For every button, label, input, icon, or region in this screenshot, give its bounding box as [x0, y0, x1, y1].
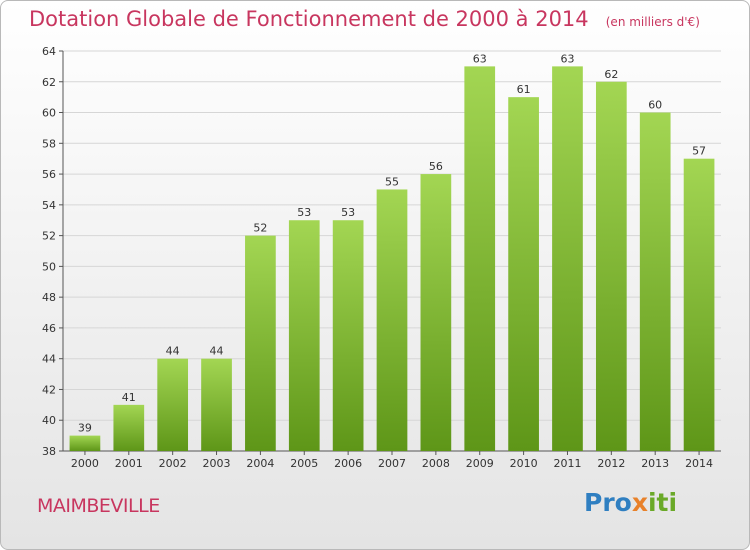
x-tick-label-2002: 2002 — [159, 457, 187, 470]
bar-2009 — [464, 66, 496, 451]
bar-2007 — [376, 189, 408, 451]
y-tick-label: 46 — [42, 322, 56, 335]
value-label-2004: 52 — [253, 222, 267, 235]
value-label-2000: 39 — [78, 422, 92, 435]
y-tick-label: 58 — [42, 137, 56, 150]
y-tick-label: 44 — [42, 353, 56, 366]
y-tick-label: 48 — [42, 291, 56, 304]
value-label-2008: 56 — [429, 160, 443, 173]
y-tick-label: 64 — [42, 45, 56, 58]
x-tick-label-2000: 2000 — [71, 457, 99, 470]
y-tick-label: 50 — [42, 260, 56, 273]
bar-2004 — [245, 235, 276, 451]
value-label-2002: 44 — [166, 345, 180, 358]
value-label-2014: 57 — [692, 145, 706, 158]
y-tick-label: 40 — [42, 414, 56, 427]
value-label-2006: 53 — [341, 206, 355, 219]
x-tick-label-2009: 2009 — [466, 457, 494, 470]
value-label-2013: 60 — [648, 99, 662, 112]
value-label-2005: 53 — [297, 206, 311, 219]
value-label-2003: 44 — [210, 345, 224, 358]
x-tick-label-2013: 2013 — [641, 457, 669, 470]
y-tick-label: 56 — [42, 168, 56, 181]
x-tick-label-2003: 2003 — [203, 457, 231, 470]
chart-title: Dotation Globale de Fonctionnement de 20… — [29, 7, 589, 31]
x-tick-label-2012: 2012 — [597, 457, 625, 470]
value-label-2007: 55 — [385, 175, 399, 188]
x-tick-label-2010: 2010 — [510, 457, 538, 470]
bar-2006 — [332, 220, 364, 451]
y-tick-label: 60 — [42, 107, 56, 120]
y-tick-label: 62 — [42, 76, 56, 89]
bar-2001 — [113, 404, 145, 451]
bar-2012 — [595, 81, 627, 452]
x-tick-label-2011: 2011 — [553, 457, 581, 470]
bar-2013 — [639, 112, 671, 452]
x-tick-label-2005: 2005 — [290, 457, 318, 470]
x-tick-label-2006: 2006 — [334, 457, 362, 470]
x-tick-label-2004: 2004 — [246, 457, 274, 470]
value-label-2010: 61 — [517, 83, 531, 96]
chart-unit: (en milliers d'€) — [605, 15, 700, 29]
y-tick-label: 52 — [42, 230, 56, 243]
bar-2014 — [683, 158, 715, 451]
commune-name: MAIMBEVILLE — [37, 495, 160, 517]
value-label-2001: 41 — [122, 391, 136, 404]
chart-title-block: Dotation Globale de Fonctionnement de 20… — [29, 7, 700, 31]
bar-2008 — [420, 174, 452, 452]
y-tick-label: 38 — [42, 445, 56, 458]
y-tick-label: 42 — [42, 383, 56, 396]
y-tick-label: 54 — [42, 199, 56, 212]
x-tick-label-2007: 2007 — [378, 457, 406, 470]
bar-2010 — [508, 97, 539, 452]
bar-2011 — [552, 66, 583, 451]
proxiti-logo: Proxiti — [584, 488, 678, 517]
bar-2000 — [69, 435, 101, 451]
bar-2003 — [201, 358, 232, 451]
bar-2005 — [288, 220, 320, 451]
value-label-2012: 62 — [604, 68, 618, 81]
bar-2002 — [157, 358, 189, 451]
x-tick-label-2014: 2014 — [685, 457, 713, 470]
value-label-2011: 63 — [560, 52, 574, 65]
x-tick-label-2001: 2001 — [115, 457, 143, 470]
x-tick-label-2008: 2008 — [422, 457, 450, 470]
value-label-2009: 63 — [473, 52, 487, 65]
